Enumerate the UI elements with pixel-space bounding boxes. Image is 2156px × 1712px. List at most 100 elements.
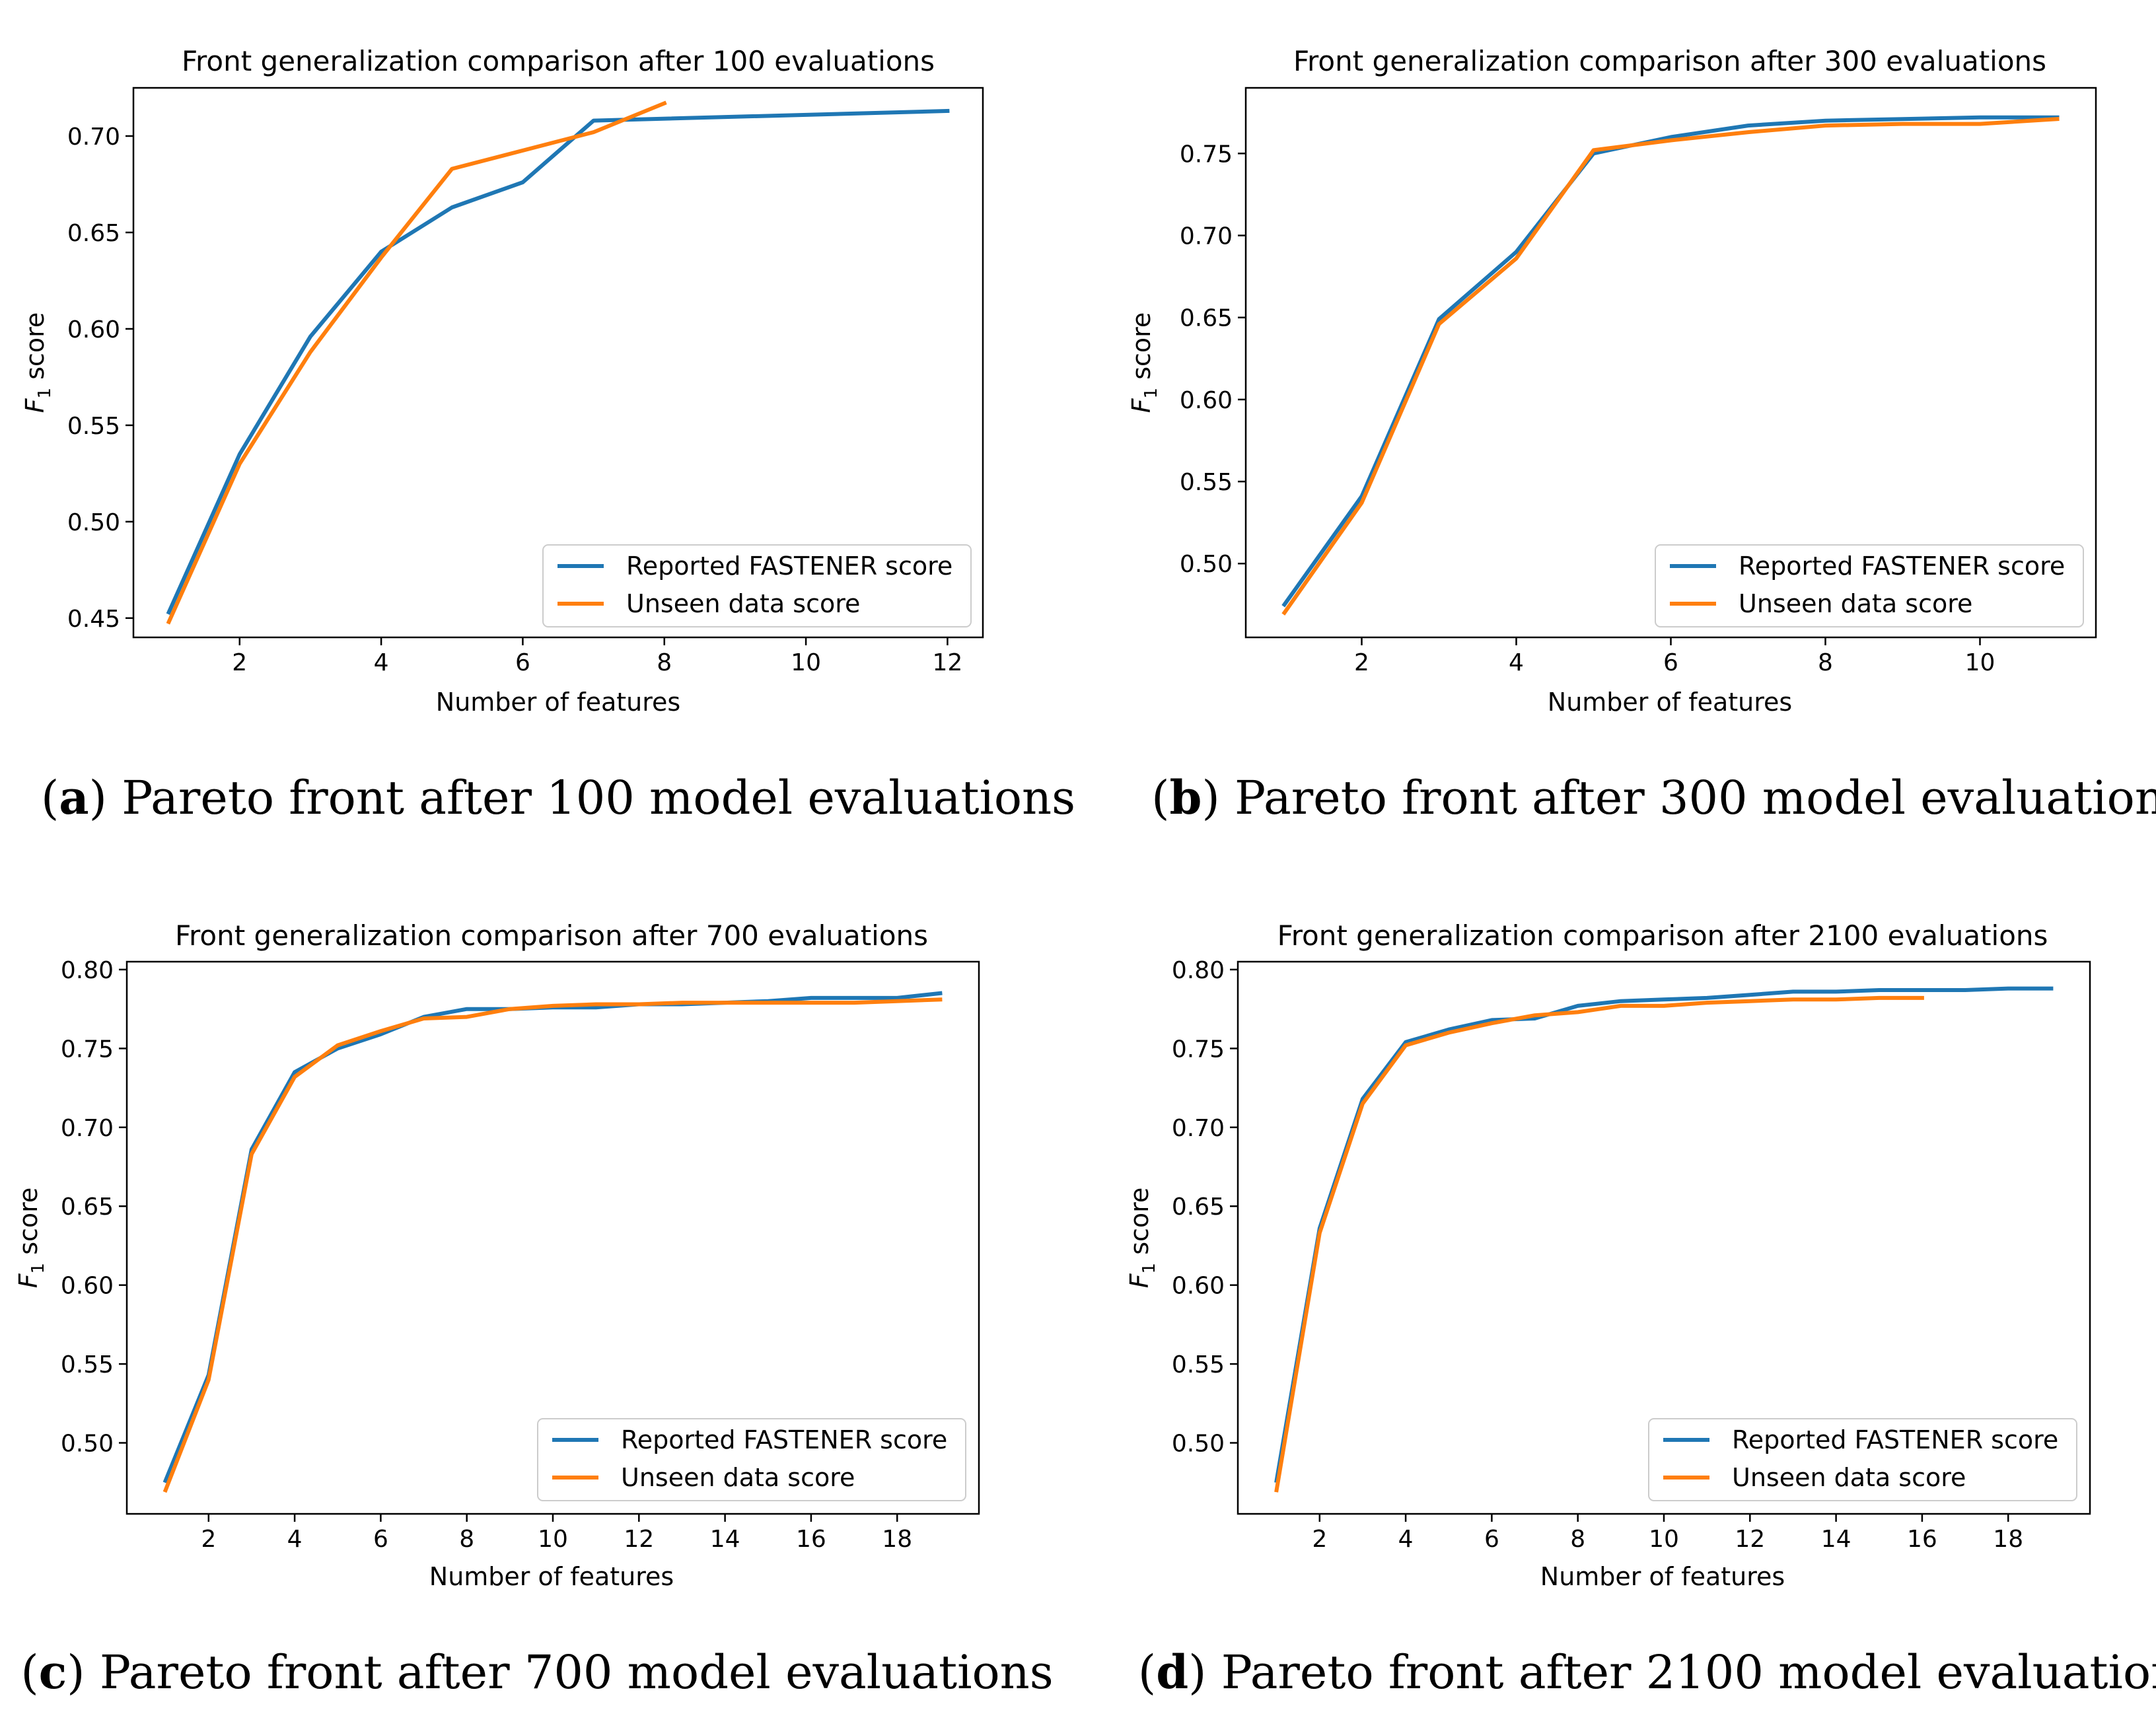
x-tick-label: 10 xyxy=(791,649,821,676)
series-line-unseen xyxy=(162,997,943,1493)
y-tick-label: 0.75 xyxy=(61,1036,114,1063)
legend-label-unseen: Unseen data score xyxy=(1732,1463,1966,1492)
y-tick-label: 0.45 xyxy=(67,606,120,633)
axes-frame xyxy=(132,87,984,639)
series-line-unseen xyxy=(1281,117,2060,616)
series-line-unseen xyxy=(1274,995,1924,1493)
legend: Reported FASTENER score Unseen data scor… xyxy=(1655,544,2084,627)
x-tick-label: 8 xyxy=(459,1526,474,1553)
legend-label-unseen: Unseen data score xyxy=(626,589,860,618)
legend-label-reported: Reported FASTENER score xyxy=(621,1425,947,1454)
x-tick-label: 4 xyxy=(287,1526,303,1553)
series-line-reported xyxy=(166,108,950,615)
x-tick-label: 10 xyxy=(1965,649,1995,676)
y-tick-label: 0.50 xyxy=(61,1431,114,1458)
legend-label-unseen: Unseen data score xyxy=(621,1463,855,1492)
chart-title: Front generalization comparison after 21… xyxy=(1277,919,2048,952)
panel-a: Front generalization comparison after 10… xyxy=(20,45,1075,825)
x-tick-label: 2 xyxy=(201,1526,216,1553)
x-tick-label: 16 xyxy=(1907,1526,1937,1553)
y-tick-label: 0.65 xyxy=(67,220,120,247)
y-axis-label: F1 score xyxy=(1125,1188,1159,1289)
x-tick-label: 6 xyxy=(515,649,530,676)
x-axis-label: Number of features xyxy=(1540,1562,1785,1591)
y-axis-label: F1 score xyxy=(20,312,55,413)
legend-label-reported: Reported FASTENER score xyxy=(1732,1425,2058,1454)
x-tick-label: 2 xyxy=(1354,649,1369,676)
legend-label-reported: Reported FASTENER score xyxy=(1739,552,2065,581)
x-tick-label: 4 xyxy=(374,649,389,676)
x-tick-label: 18 xyxy=(882,1526,912,1553)
caption: (c) Pareto front after 700 model evaluat… xyxy=(20,1645,1053,1699)
series-line-reported xyxy=(162,991,943,1483)
y-tick-label: 0.55 xyxy=(67,413,120,440)
x-tick-label: 4 xyxy=(1509,649,1524,676)
x-tick-label: 12 xyxy=(1735,1526,1765,1553)
caption: (a) Pareto front after 100 model evaluat… xyxy=(41,770,1075,825)
x-tick-label: 16 xyxy=(796,1526,826,1553)
series-line-unseen xyxy=(166,100,667,625)
y-tick-label: 0.55 xyxy=(1172,1351,1225,1378)
x-tick-label: 12 xyxy=(624,1526,654,1553)
x-tick-label: 12 xyxy=(933,649,963,676)
y-tick-label: 0.70 xyxy=(1180,223,1233,250)
y-tick-label: 0.60 xyxy=(61,1273,114,1300)
y-tick-label: 0.75 xyxy=(1180,141,1233,168)
chart-title: Front generalization comparison after 70… xyxy=(175,919,928,952)
y-axis-label: F1 score xyxy=(1127,312,1161,413)
caption: (b) Pareto front after 300 model evaluat… xyxy=(1151,770,2156,825)
y-tick-label: 0.55 xyxy=(61,1351,114,1378)
y-tick-label: 0.65 xyxy=(1172,1194,1225,1221)
legend: Reported FASTENER score Unseen data scor… xyxy=(1648,1418,2077,1501)
caption: (d) Pareto front after 2100 model evalua… xyxy=(1138,1645,2156,1699)
x-tick-label: 6 xyxy=(1484,1526,1499,1553)
legend-box xyxy=(1648,1418,2077,1501)
x-tick-label: 6 xyxy=(373,1526,388,1553)
panel-d: Front generalization comparison after 21… xyxy=(1125,919,2156,1699)
x-tick-label: 14 xyxy=(1821,1526,1851,1553)
legend: Reported FASTENER score Unseen data scor… xyxy=(542,544,972,627)
x-axis-label: Number of features xyxy=(436,688,680,717)
x-axis-label: Number of features xyxy=(429,1562,674,1591)
y-tick-label: 0.70 xyxy=(61,1115,114,1142)
y-tick-label: 0.60 xyxy=(1180,387,1233,414)
y-tick-label: 0.65 xyxy=(61,1194,114,1221)
chart-title: Front generalization comparison after 10… xyxy=(182,45,935,77)
series-line-reported xyxy=(1281,115,2060,608)
y-tick-label: 0.60 xyxy=(67,316,120,343)
x-tick-label: 8 xyxy=(1570,1526,1585,1553)
legend-box xyxy=(1655,544,2084,627)
x-tick-label: 8 xyxy=(657,649,672,676)
x-tick-label: 10 xyxy=(538,1526,568,1553)
y-tick-label: 0.80 xyxy=(61,957,114,984)
x-tick-label: 2 xyxy=(1312,1526,1327,1553)
legend: Reported FASTENER score Unseen data scor… xyxy=(537,1418,966,1501)
x-tick-label: 18 xyxy=(1993,1526,2023,1553)
y-tick-label: 0.60 xyxy=(1172,1273,1225,1300)
y-tick-label: 0.70 xyxy=(67,124,120,151)
x-tick-label: 8 xyxy=(1818,649,1833,676)
x-tick-label: 2 xyxy=(232,649,247,676)
y-tick-label: 0.50 xyxy=(1180,551,1233,578)
legend-label-unseen: Unseen data score xyxy=(1739,589,1972,618)
y-tick-label: 0.50 xyxy=(67,509,120,536)
x-tick-label: 6 xyxy=(1663,649,1678,676)
x-tick-label: 14 xyxy=(710,1526,740,1553)
y-tick-label: 0.55 xyxy=(1180,469,1233,496)
x-axis-label: Number of features xyxy=(1548,688,1792,717)
legend-box xyxy=(542,544,972,627)
legend-box xyxy=(537,1418,966,1501)
series-line-reported xyxy=(1274,986,2054,1483)
legend-label-reported: Reported FASTENER score xyxy=(626,552,952,581)
y-tick-label: 0.70 xyxy=(1172,1115,1225,1142)
x-tick-label: 10 xyxy=(1649,1526,1679,1553)
y-axis-label: F1 score xyxy=(14,1188,48,1289)
y-tick-label: 0.80 xyxy=(1172,957,1225,984)
y-tick-label: 0.75 xyxy=(1172,1036,1225,1063)
panel-b: Front generalization comparison after 30… xyxy=(1127,45,2156,825)
x-tick-label: 4 xyxy=(1398,1526,1414,1553)
y-tick-label: 0.65 xyxy=(1180,305,1233,332)
chart-title: Front generalization comparison after 30… xyxy=(1293,45,2046,77)
y-tick-label: 0.50 xyxy=(1172,1431,1225,1458)
